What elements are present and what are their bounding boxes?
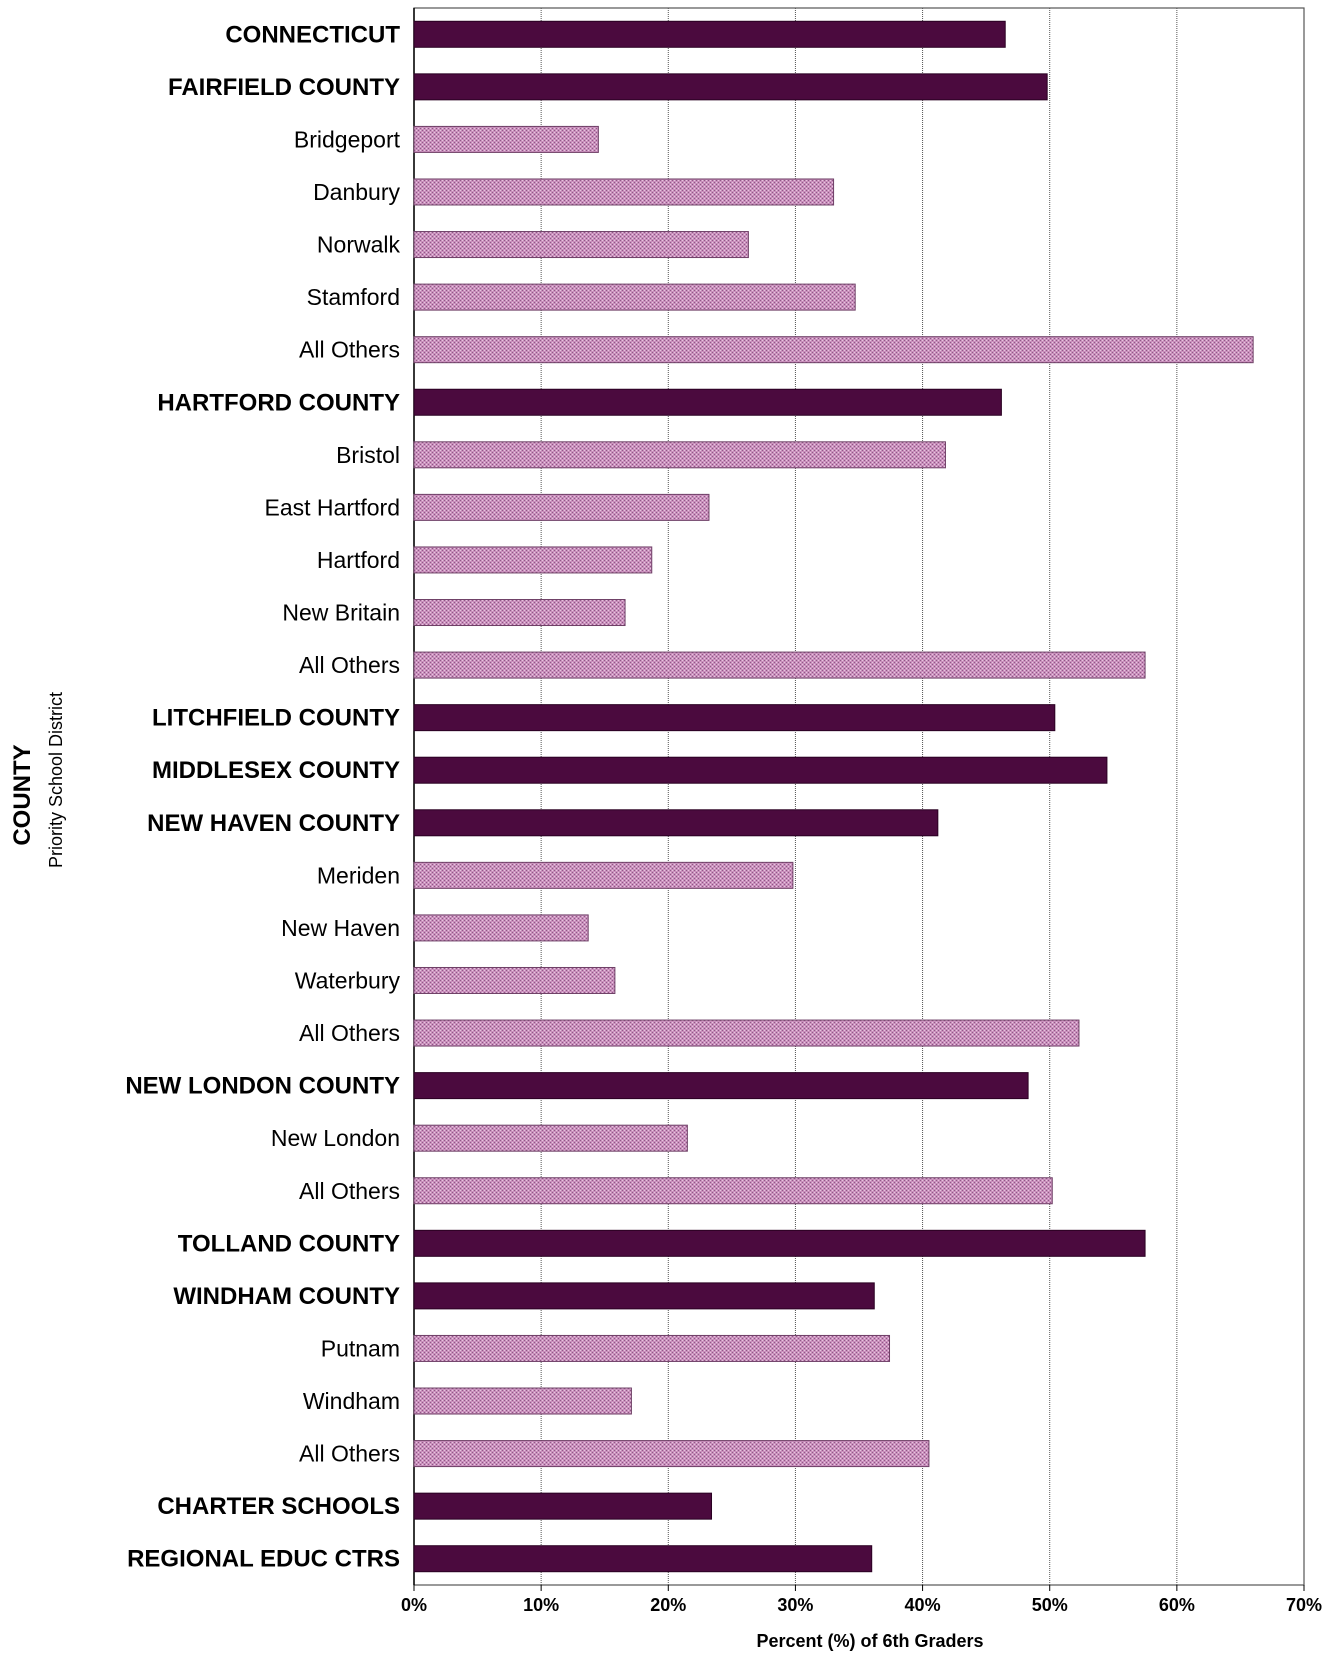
category-label: NEW LONDON COUNTY [125, 1073, 400, 1100]
bar [413, 231, 749, 259]
category-label: Waterbury [295, 967, 401, 993]
category-label: All Others [299, 652, 400, 678]
category-label: New London [271, 1125, 400, 1151]
category-label: New Britain [282, 600, 400, 626]
bar [413, 809, 939, 837]
plot-grid [413, 7, 1305, 1586]
category-label: Windham [303, 1388, 400, 1414]
bar [413, 756, 1108, 784]
category-label: HARTFORD COUNTY [157, 389, 400, 416]
bar [413, 178, 835, 206]
bar [413, 1282, 875, 1310]
bar [413, 125, 599, 153]
category-label: TOLLAND COUNTY [178, 1230, 400, 1257]
category-label: CHARTER SCHOOLS [157, 1493, 400, 1520]
category-label: Bridgeport [294, 126, 401, 152]
bar [413, 493, 710, 521]
category-label: LITCHFIELD COUNTY [152, 705, 400, 732]
bar [413, 1072, 1029, 1100]
category-label: Hartford [317, 547, 400, 573]
category-label: FAIRFIELD COUNTY [168, 74, 400, 101]
bar [413, 1229, 1146, 1257]
x-tick-label: 20% [650, 1595, 686, 1615]
bar [413, 861, 794, 889]
bar [413, 336, 1254, 364]
bars [413, 20, 1254, 1573]
bar [413, 73, 1048, 101]
category-label: All Others [299, 337, 400, 363]
x-tick-label: 10% [523, 1595, 559, 1615]
category-label: New Haven [281, 915, 400, 941]
bar [413, 704, 1056, 732]
category-label: CONNECTICUT [225, 21, 400, 48]
category-label: WINDHAM COUNTY [173, 1283, 400, 1310]
x-axis-ticks: 0% 10% 20% 30% 40% 50% 60% 70% [401, 1585, 1322, 1615]
category-label: Norwalk [317, 232, 401, 258]
category-label: All Others [299, 1178, 400, 1204]
category-labels: CONNECTICUT FAIRFIELD COUNTY Bridgeport Dan… [125, 21, 400, 1572]
category-label: East Hartford [265, 494, 401, 520]
x-tick-label: 40% [905, 1595, 941, 1615]
bar [413, 1019, 1080, 1047]
y-axis-title: COUNTY [9, 744, 36, 845]
bar [413, 914, 589, 942]
x-tick-label: 60% [1159, 1595, 1195, 1615]
x-tick-label: 0% [401, 1595, 427, 1615]
bar [413, 441, 946, 469]
bar [413, 599, 626, 627]
x-tick-label: 70% [1286, 1595, 1322, 1615]
category-label: Meriden [317, 862, 400, 888]
bar [413, 1124, 688, 1152]
bar [413, 546, 653, 574]
bar [413, 1492, 713, 1520]
plot-area [413, 7, 1305, 1586]
bar [413, 1334, 891, 1362]
x-axis-title: Percent (%) of 6th Graders [756, 1631, 983, 1651]
category-label: REGIONAL EDUC CTRS [127, 1546, 400, 1573]
bar [413, 1387, 632, 1415]
bar [413, 1177, 1053, 1205]
bar [413, 283, 856, 311]
category-label: MIDDLESEX COUNTY [152, 757, 400, 784]
category-label: Bristol [336, 442, 400, 468]
bar [413, 1545, 873, 1573]
bar [413, 966, 616, 994]
category-label: Danbury [313, 179, 400, 205]
category-label: All Others [299, 1020, 400, 1046]
category-label: Putnam [321, 1335, 400, 1361]
category-label: NEW HAVEN COUNTY [147, 810, 400, 837]
bar [413, 388, 1002, 416]
category-label: Stamford [307, 284, 400, 310]
x-tick-label: 50% [1032, 1595, 1068, 1615]
bar [413, 651, 1146, 679]
bar [413, 20, 1006, 48]
y-axis-subtitle: Priority School District [46, 692, 66, 868]
bar [413, 1440, 930, 1468]
category-label: All Others [299, 1441, 400, 1467]
x-tick-label: 30% [777, 1595, 813, 1615]
